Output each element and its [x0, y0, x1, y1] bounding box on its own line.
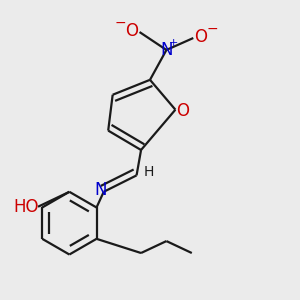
Text: −: − [207, 22, 218, 36]
Text: HO: HO [13, 198, 39, 216]
Text: O: O [194, 28, 207, 46]
Text: N: N [160, 41, 173, 59]
Text: N: N [94, 181, 106, 199]
Text: O: O [176, 102, 189, 120]
Text: −: − [114, 16, 126, 30]
Text: O: O [126, 22, 139, 40]
Text: +: + [169, 38, 178, 47]
Text: H: H [143, 165, 154, 179]
